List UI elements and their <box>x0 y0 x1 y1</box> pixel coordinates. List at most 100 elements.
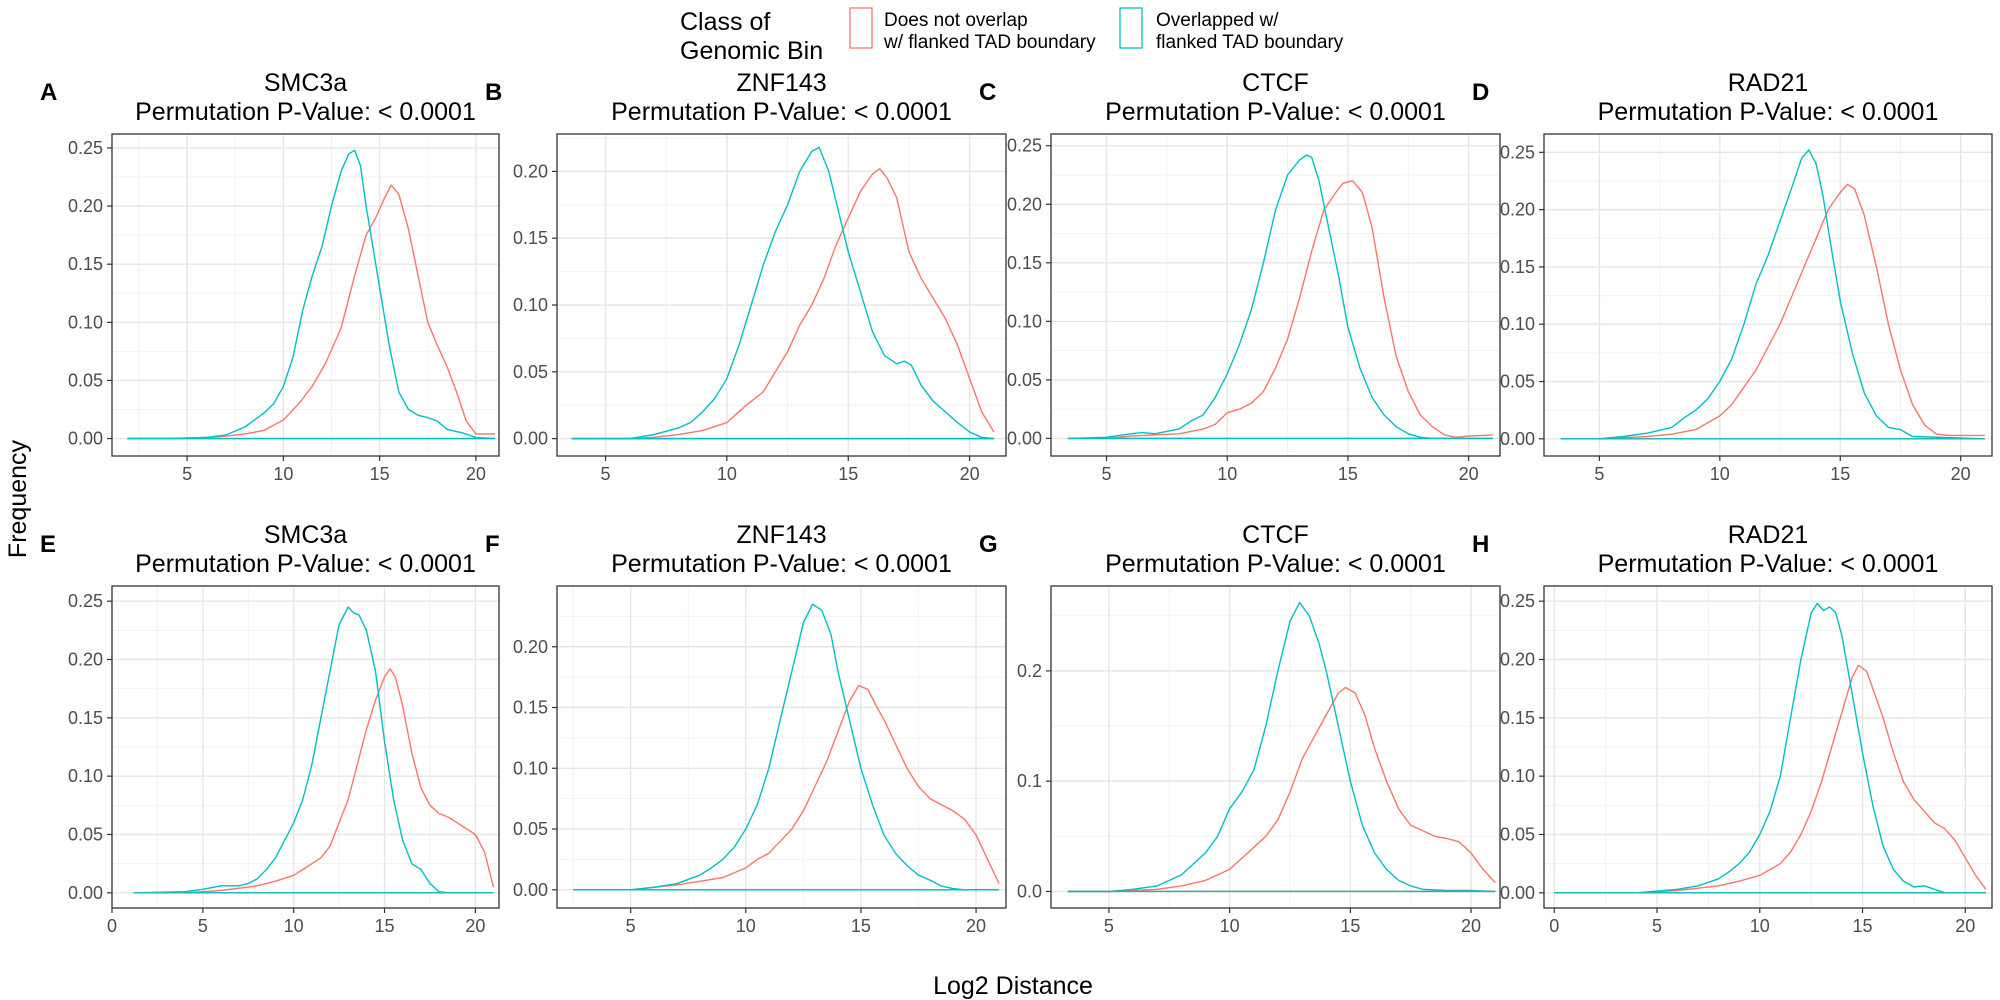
y-tick-label: 0.00 <box>1500 883 1535 903</box>
x-tick-label: 5 <box>626 916 636 936</box>
x-tick-label: 20 <box>960 464 980 484</box>
y-tick-label: 0.15 <box>513 698 548 718</box>
x-tick-label: 10 <box>273 464 293 484</box>
panel-tag: B <box>485 79 502 106</box>
density-line-overlap <box>573 603 1000 891</box>
panel-border <box>1543 133 1993 457</box>
x-tick-label: 10 <box>736 916 756 936</box>
panel-subtitle: Permutation P-Value: < 0.0001 <box>1598 98 1939 126</box>
x-tick-label: 10 <box>1220 916 1240 936</box>
density-line-not-overlap <box>571 167 995 440</box>
panel-tag: E <box>40 531 56 558</box>
panel-a: 5 10 15 20 0.00 0.05 0.10 0.15 0.20 0.25 SMC3aPerm… <box>40 69 500 484</box>
panel-subtitle: Permutation P-Value: < 0.0001 <box>611 98 952 126</box>
density-line-overlap <box>1554 602 1986 894</box>
panel-subtitle: Permutation P-Value: < 0.0001 <box>1105 98 1446 126</box>
x-tick-label: 5 <box>601 464 611 484</box>
legend-title-line-1: Class of <box>680 8 770 36</box>
x-tick-label: 15 <box>370 464 390 484</box>
y-tick-label: 0.10 <box>513 295 548 315</box>
x-tick-label: 5 <box>1652 916 1662 936</box>
density-line-not-overlap <box>127 184 496 440</box>
panel-title: ZNF143 <box>736 69 826 97</box>
x-axis-title: Log2 Distance <box>933 972 1093 1000</box>
y-tick-label: 0.05 <box>68 825 103 845</box>
density-line-overlap <box>1067 154 1493 440</box>
panel-e: 0 5 10 15 20 0.00 0.05 0.10 0.15 0.20 0.25 SMC3aPer… <box>40 521 500 936</box>
y-tick-label: 0.05 <box>1007 370 1042 390</box>
x-tick-label: 5 <box>1104 916 1114 936</box>
density-line-overlap <box>127 149 496 440</box>
y-tick-label: 0.25 <box>68 138 103 158</box>
y-tick-label: 0.15 <box>1500 257 1535 277</box>
x-tick-label: 0 <box>1549 916 1559 936</box>
panel-tag: C <box>979 79 996 106</box>
x-tick-label: 15 <box>375 916 395 936</box>
panel-title: RAD21 <box>1728 69 1809 97</box>
y-tick-label: 0.00 <box>513 880 548 900</box>
panel-subtitle: Permutation P-Value: < 0.0001 <box>1105 550 1446 578</box>
panel-border <box>556 133 1007 457</box>
legend-label-not-overlap-line-2: w/ flanked TAD boundary <box>883 32 1096 53</box>
y-tick-label: 0.1 <box>1017 771 1042 791</box>
y-tick-label: 0.20 <box>1500 200 1535 220</box>
x-tick-label: 15 <box>851 916 871 936</box>
panel-subtitle: Permutation P-Value: < 0.0001 <box>135 550 476 578</box>
x-tick-label: 20 <box>1955 916 1975 936</box>
panel-title: SMC3a <box>264 521 347 549</box>
panel-title: CTCF <box>1242 69 1309 97</box>
density-line-not-overlap <box>1560 183 1985 440</box>
y-tick-label: 0.15 <box>68 254 103 274</box>
panel-d: 5 10 15 20 0.00 0.05 0.10 0.15 0.20 0.25 RAD21Perm… <box>1472 69 1993 484</box>
panel-title: ZNF143 <box>736 521 826 549</box>
density-line-overlap <box>1560 149 1985 440</box>
panel-subtitle: Permutation P-Value: < 0.0001 <box>135 98 476 126</box>
panel-tag: H <box>1472 531 1489 558</box>
y-tick-label: 0.05 <box>513 819 548 839</box>
y-tick-label: 0.15 <box>68 708 103 728</box>
y-tick-label: 0.00 <box>1007 428 1042 448</box>
panel-h: 0 5 10 15 20 0.00 0.05 0.10 0.15 0.20 0.25 RAD21Per… <box>1472 521 1993 936</box>
y-tick-label: 0.10 <box>1500 766 1535 786</box>
x-tick-label: 5 <box>198 916 208 936</box>
panel-title: SMC3a <box>264 69 347 97</box>
panels: 5 10 15 200.000.050.100.150.200.25SMC3aPerm… <box>40 69 1993 936</box>
y-tick-label: 0.0 <box>1017 881 1042 901</box>
panel-border <box>1050 585 1501 909</box>
y-tick-label: 0.05 <box>68 370 103 390</box>
panel-border <box>111 133 500 457</box>
y-tick-label: 0.25 <box>1500 142 1535 162</box>
y-tick-label: 0.25 <box>1007 136 1042 156</box>
legend: Class of Genomic Bin Does not overlap w/… <box>680 7 1344 65</box>
y-tick-label: 0.25 <box>68 591 103 611</box>
x-tick-label: 20 <box>1951 464 1971 484</box>
y-tick-label: 0.00 <box>513 429 548 449</box>
panel-tag: A <box>40 79 57 106</box>
y-tick-label: 0.10 <box>1500 314 1535 334</box>
panel-f: 5 10 15 20 0.00 0.05 0.10 0.15 0.20 ZNF143Permuta… <box>485 521 1007 936</box>
x-tick-label: 20 <box>465 916 485 936</box>
panel-tag: D <box>1472 79 1489 106</box>
panel-border <box>1543 585 1993 909</box>
y-tick-label: 0.05 <box>1500 372 1535 392</box>
x-tick-label: 20 <box>1459 464 1479 484</box>
panel-title: CTCF <box>1242 521 1309 549</box>
panel-border <box>1050 133 1501 457</box>
y-tick-label: 0.20 <box>1007 194 1042 214</box>
panel-c: 5 10 15 20 0.00 0.05 0.10 0.15 0.20 0.25 CTCFPermu… <box>979 69 1501 484</box>
x-tick-label: 5 <box>1594 464 1604 484</box>
panel-subtitle: Permutation P-Value: < 0.0001 <box>1598 550 1939 578</box>
x-tick-label: 10 <box>717 464 737 484</box>
x-tick-label: 10 <box>1217 464 1237 484</box>
density-line-not-overlap <box>573 684 1000 891</box>
panel-border <box>556 585 1007 909</box>
density-line-not-overlap <box>1554 664 1987 894</box>
legend-label-not-overlap-line-1: Does not overlap <box>884 10 1028 31</box>
x-tick-label: 20 <box>966 916 986 936</box>
y-tick-label: 0.20 <box>68 650 103 670</box>
y-tick-label: 0.10 <box>1007 311 1042 331</box>
y-tick-label: 0.10 <box>68 766 103 786</box>
panel-b: 5 10 15 20 0.00 0.05 0.10 0.15 0.20 ZNF143Permuta… <box>485 69 1007 484</box>
